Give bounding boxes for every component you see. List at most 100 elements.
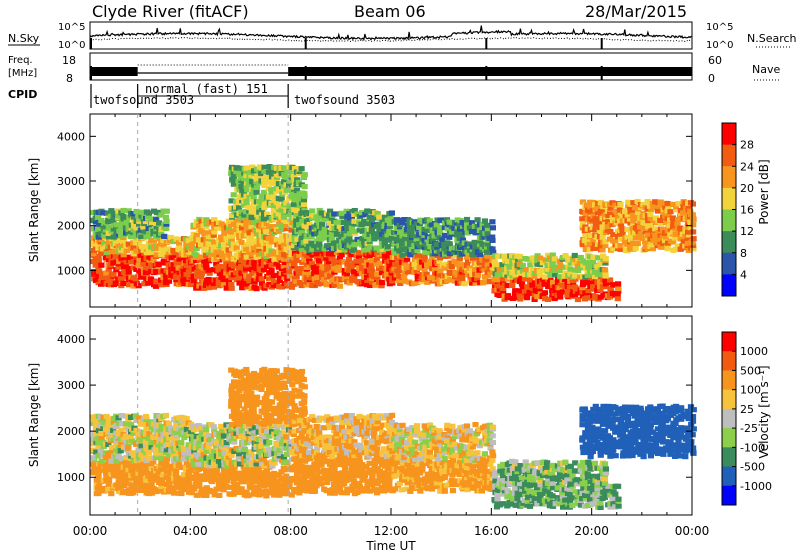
power-colorbar-tick-3: 16 [740, 204, 754, 217]
velocity-colorbar: 1000 500 100 25 -25 -100 -500 -1000 [721, 331, 772, 506]
power-colorbar-swatch-2 [722, 166, 736, 189]
freq-right-tick-top: 60 [708, 54, 722, 67]
velocity-colorbar-label: Velocity [m s⁻¹] [757, 365, 771, 458]
power-axes-ytick-label-2: 3000 [57, 175, 85, 188]
power-colorbar-swatch-5 [722, 231, 736, 254]
velocity-data-region-4 [228, 366, 308, 428]
power-colorbar-tick-0: 28 [740, 139, 754, 152]
velocity-axes-ytick-label-0: 1000 [57, 471, 85, 484]
power-data [90, 164, 697, 303]
power-data-region-0 [90, 252, 196, 289]
velocity-colorbar-swatch-8 [722, 485, 736, 506]
noise-right-tick-top: 10^5 [706, 22, 733, 33]
power-colorbar-tick-4: 12 [740, 225, 754, 238]
velocity-colorbar-tick-6: -500 [740, 461, 765, 474]
velocity-data-region-2 [190, 463, 296, 499]
x-tick-label-0: 00:00 [73, 524, 108, 538]
freq-band-0 [90, 67, 138, 76]
power-data-region-9 [391, 216, 497, 258]
power-data-region-10 [491, 274, 622, 303]
velocity-colorbar-swatch-2 [722, 370, 736, 391]
power-data-region-11 [491, 252, 609, 280]
power-colorbar-swatch-7 [722, 274, 736, 297]
noise-right-tick-bottom: 10^0 [706, 40, 733, 51]
velocity-data-region-0 [90, 459, 196, 497]
power-data-region-4 [190, 216, 296, 262]
noise-breaks [90, 38, 603, 49]
power-colorbar-swatch-6 [722, 252, 736, 275]
xlabel: Time UT [365, 539, 416, 553]
power-colorbar-tick-2: 20 [740, 182, 754, 195]
power-data-region-2 [90, 207, 170, 240]
velocity-axes-ytick-label-2: 3000 [57, 379, 85, 392]
velocity-colorbar-tick-3: 25 [740, 403, 754, 416]
velocity-colorbar-swatch-0 [722, 332, 736, 352]
velocity-colorbar-swatch-6 [722, 447, 736, 468]
freq-left-tick-bottom: 8 [66, 72, 73, 85]
noise-trace [89, 25, 693, 43]
cpid-segment-3: twofsound 3503 [294, 93, 395, 107]
x-tick-label-2: 08:00 [273, 524, 308, 538]
x-tick-label-3: 12:00 [374, 524, 409, 538]
power-axes-ytick-label-1: 2000 [57, 220, 85, 233]
power-axes-ytick-label-0: 1000 [57, 264, 85, 277]
velocity-colorbar-swatch-3 [722, 389, 736, 410]
velocity-colorbar-tick-2: 100 [740, 384, 761, 397]
velocity-colorbar-frame [721, 331, 737, 506]
power-data-region-5 [228, 164, 308, 222]
velocity-colorbar-tick-7: -1000 [740, 480, 772, 493]
cpid-segment-2: normal (fast) 151 [145, 82, 268, 96]
power-colorbar-swatch-3 [722, 187, 736, 210]
freq-label-2: [MHz] [8, 68, 37, 79]
velocity-data-region-7 [391, 458, 497, 494]
velocity-colorbar-tick-0: 1000 [740, 345, 768, 358]
velocity-colorbar-swatch-1 [722, 351, 736, 371]
freq-trace [90, 64, 692, 80]
velocity-data-region-11 [579, 403, 697, 460]
power-data-region-12 [579, 198, 697, 254]
power-ylabel: Slant Range [km] [27, 158, 41, 262]
power-data-region-7 [290, 207, 396, 253]
cpid-segments [90, 84, 289, 108]
velocity-data-region-10 [491, 458, 610, 487]
velocity-colorbar-swatch-5 [722, 428, 736, 448]
velocity-data-region-3 [190, 422, 296, 469]
x-tick-labels: 00:00 04:00 08:00 12:00 16:00 20:00 00:00 [73, 524, 710, 538]
freq-label-1: Freq. [8, 55, 33, 66]
power-colorbar: 28 24 20 16 12 8 4 [721, 122, 754, 297]
power-colorbar-tick-1: 24 [740, 160, 754, 173]
velocity-colorbar-swatch-7 [722, 466, 736, 487]
x-tick-label-6: 00:00 [675, 524, 710, 538]
noise-left-tick-top: 10^5 [58, 22, 85, 33]
x-tick-label-1: 04:00 [173, 524, 208, 538]
beam-title: Beam 06 [354, 2, 426, 21]
power-data-region-6 [291, 248, 396, 289]
velocity-colorbar-tick-4: -25 [740, 422, 758, 435]
power-data-region-8 [391, 252, 497, 287]
velocity-data-region-6 [290, 412, 396, 460]
velocity-colorbar-tick-1: 500 [740, 364, 761, 377]
station-title: Clyde River (fitACF) [92, 2, 249, 21]
date-title: 28/Mar/2015 [585, 2, 687, 21]
power-colorbar-tick-5: 8 [740, 247, 747, 260]
velocity-data-region-5 [290, 454, 396, 497]
power-colorbar-swatch-0 [722, 123, 736, 146]
power-colorbar-tick-6: 4 [740, 268, 747, 281]
velocity-data-region-8 [391, 422, 497, 464]
velocity-colorbar-swatch-4 [722, 408, 736, 429]
velocity-data [90, 366, 697, 510]
power-colorbar-label: Power [dB] [757, 159, 771, 224]
noise-panel-frame [89, 21, 693, 50]
velocity-data-region-1 [90, 412, 196, 464]
x-tick-label-5: 20:00 [574, 524, 609, 538]
cpid-segment-1: twofsound 3503 [93, 93, 194, 107]
velocity-colorbar-tick-5: -100 [740, 441, 765, 454]
noise-left-tick-bottom: 10^0 [58, 40, 85, 51]
x-tick-label-4: 16:00 [474, 524, 509, 538]
noise-sky-line [89, 25, 693, 41]
freq-band-1 [288, 67, 692, 76]
cpid-label: CPID [8, 88, 37, 101]
velocity-axes-ytick-label-1: 2000 [57, 425, 85, 438]
noise-left-label: N.Sky [8, 32, 40, 45]
